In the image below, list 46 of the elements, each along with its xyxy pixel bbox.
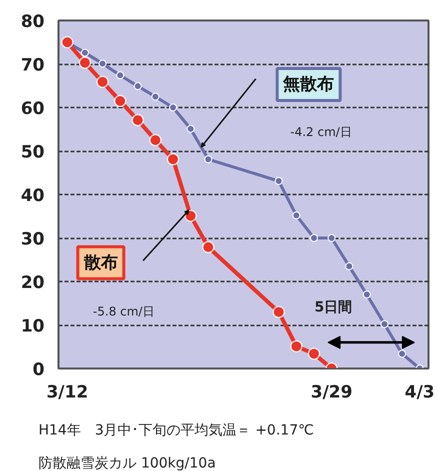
annotation: -4.2 cm/日: [290, 124, 352, 139]
point: [149, 134, 162, 146]
text: 防散融雪炭カル 100kg/10a: [38, 456, 216, 471]
text: 散布: [82, 252, 118, 273]
point: [345, 262, 354, 270]
point: [362, 290, 371, 299]
point: [292, 211, 300, 220]
point: [169, 104, 178, 112]
point: [272, 306, 285, 318]
y-tick-label: 10: [20, 316, 45, 336]
y-tick-label: 50: [20, 142, 45, 162]
annotation: 5日間: [314, 300, 352, 316]
text: H14年 3月中･下旬の平均気温＝ +0.17℃: [38, 422, 314, 438]
y-tick-label: 70: [20, 56, 45, 76]
y-tick-label: 60: [20, 99, 45, 119]
point: [98, 60, 107, 68]
point: [167, 153, 180, 166]
point: [202, 241, 214, 254]
point: [134, 82, 142, 90]
point: [184, 210, 197, 222]
y-tick-label: 40: [20, 186, 45, 206]
y-tick-label: 0: [32, 360, 45, 380]
y-tick-label: 30: [20, 230, 45, 250]
point: [80, 48, 89, 57]
point: [328, 234, 336, 242]
point: [78, 56, 91, 69]
point: [308, 348, 320, 360]
point: [274, 177, 283, 186]
point: [96, 76, 109, 88]
point: [186, 124, 195, 133]
y-tick-label: 20: [20, 273, 45, 293]
annotation: -5.8 cm/日: [92, 304, 154, 319]
point: [132, 114, 144, 126]
point: [310, 234, 318, 242]
point: [290, 340, 302, 352]
point: [204, 155, 212, 164]
text: 無散布: [282, 74, 334, 94]
point: [380, 320, 388, 328]
x-tick-label: 3/29: [310, 382, 352, 402]
point: [151, 92, 160, 101]
point: [114, 94, 126, 107]
x-tick-label: 4/3: [404, 382, 435, 402]
x-tick-label: 3/12: [46, 382, 88, 402]
y-tick-label: 80: [20, 12, 45, 32]
point: [398, 350, 406, 358]
point: [116, 71, 124, 80]
